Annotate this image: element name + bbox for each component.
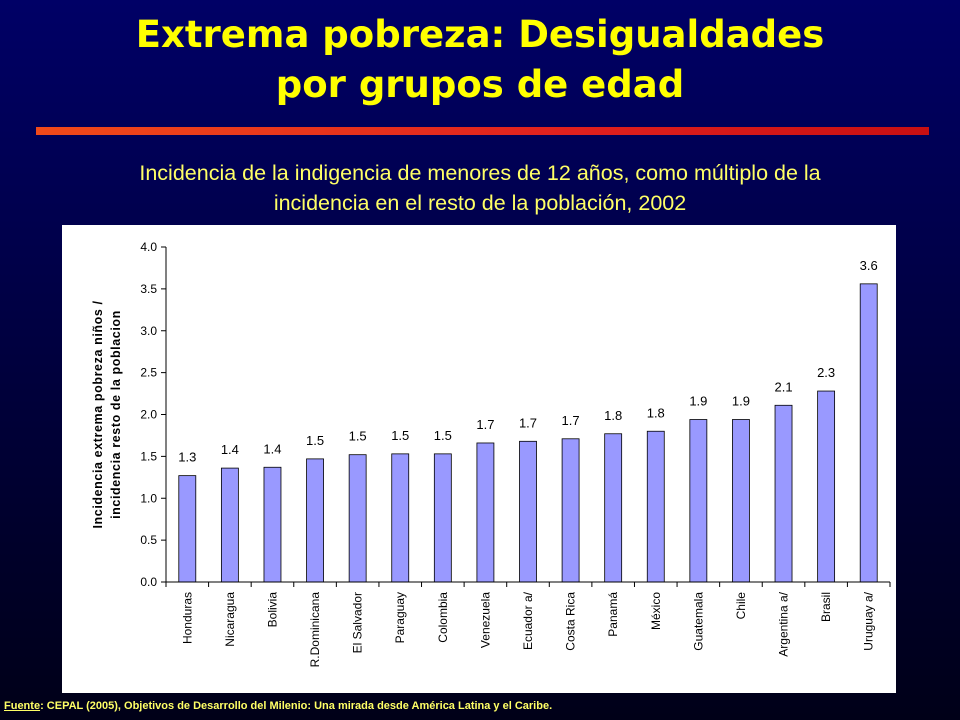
x-tick-label: Honduras [180,592,194,644]
data-label: 1.3 [178,450,196,465]
bar-14 [774,404,793,583]
y-tick-label: 2.0 [140,408,157,422]
x-tick-label: Bolivia [265,592,279,628]
data-label: 1.4 [263,441,281,456]
x-tick-label: México [649,592,663,630]
bar-0 [178,475,197,583]
bar-12 [689,419,708,583]
slide-title-line2: por grupos de edad [275,63,685,106]
bar-6 [433,453,452,583]
y-tick-label: 0.0 [140,575,157,589]
x-tick-label: Uruguay a/ [862,591,876,650]
y-tick-label: 3.5 [140,282,157,296]
x-tick-label: Panamá [606,592,620,637]
y-axis-title-line1: Incidencia extrema pobreza niños / [91,300,105,528]
x-tick-label: Chile [734,592,748,620]
bar-7 [476,442,495,583]
x-tick-label: Argentina a/ [777,591,791,656]
y-tick-label: 0.5 [140,533,157,547]
x-tick-label: El Salvador [351,592,365,653]
data-label: 1.8 [604,408,622,423]
bar-chart: Incidencia extrema pobreza niños / incid… [91,240,891,668]
y-axis-title-line2: incidencia resto de la poblacion [109,310,123,519]
slide-title: Extrema pobreza: Desigualdades por grupo… [0,10,960,110]
chart-panel: Incidencia extrema pobreza niños / incid… [62,225,896,693]
bar-10 [604,433,623,583]
data-label: 3.6 [860,258,878,273]
x-tick-label: Venezuela [478,592,492,648]
x-tick-label: Costa Rica [564,592,578,651]
bar-2 [263,466,282,583]
bar-16 [859,283,878,583]
bar-1 [220,467,239,583]
x-tick-label: Ecuador a/ [521,591,535,650]
bar-13 [732,419,750,583]
data-label: 1.5 [306,433,324,448]
y-tick-label: 4.0 [140,240,157,254]
data-label: 1.5 [391,428,409,443]
data-label: 1.9 [689,394,707,409]
chart-subtitle-line1: Incidencia de la indigencia de menores d… [139,161,821,185]
bar-3 [306,458,324,583]
bar-8 [519,440,537,583]
data-label: 1.7 [476,417,494,432]
source-footnote-label: Fuente [4,700,41,712]
bar-9 [561,438,580,583]
x-tick-label: Brasil [819,592,833,622]
y-tick-label: 3.0 [140,324,157,338]
bar-11 [646,430,665,583]
data-label: 1.8 [647,405,665,420]
chart-subtitle-line2: incidencia en el resto de la población, … [273,191,687,215]
bar-15 [817,390,836,583]
y-tick-label: 1.0 [140,491,157,505]
x-tick-label: R.Dominicana [308,592,322,668]
x-tick-label: Guatemala [691,592,705,651]
x-tick-label: Paraguay [393,592,407,643]
x-tick-label: Colombia [436,592,450,643]
data-label: 1.5 [349,429,367,444]
data-label: 2.1 [774,379,792,394]
x-tick-label: Nicaragua [223,592,237,647]
chart-subtitle: Incidencia de la indigencia de menores d… [20,158,940,218]
source-footnote-text: : CEPAL (2005), Objetivos de Desarrollo … [40,700,553,712]
bar-5 [391,453,410,583]
data-label: 1.4 [221,442,239,457]
data-label: 1.7 [562,413,580,428]
bar-4 [348,454,367,583]
y-tick-label: 2.5 [140,366,157,380]
data-label: 1.5 [434,428,452,443]
data-label: 2.3 [817,365,835,380]
y-axis-title: Incidencia extrema pobreza niños / incid… [91,300,123,528]
data-label: 1.7 [519,415,537,430]
y-tick-label: 1.5 [140,449,157,463]
title-divider-rule [36,127,929,135]
slide-title-line1: Extrema pobreza: Desigualdades [135,13,825,56]
data-label: 1.9 [732,394,750,409]
source-footnote: Fuente: CEPAL (2005), Objetivos de Desar… [4,700,904,712]
